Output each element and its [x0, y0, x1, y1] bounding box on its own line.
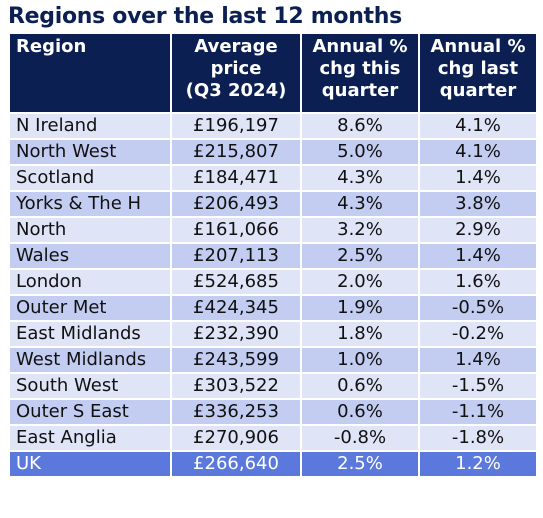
average-price-cell: £303,522: [172, 374, 300, 398]
table-row: Yorks & The H £206,493 4.3% 3.8%: [10, 192, 536, 216]
chg-this-quarter-cell: 4.3%: [302, 192, 418, 216]
average-price-cell: £524,685: [172, 270, 300, 294]
chg-last-quarter-cell: 3.8%: [420, 192, 536, 216]
chg-last-quarter-cell: -1.5%: [420, 374, 536, 398]
table-total-row: UK £266,640 2.5% 1.2%: [10, 452, 536, 476]
chg-last-quarter-cell: -1.8%: [420, 426, 536, 450]
chg-last-quarter-cell: 1.4%: [420, 348, 536, 372]
average-price-cell: £161,066: [172, 218, 300, 242]
chg-this-quarter-cell: 1.8%: [302, 322, 418, 346]
total-chg-this-quarter-cell: 2.5%: [302, 452, 418, 476]
chg-last-quarter-cell: 1.6%: [420, 270, 536, 294]
table-body: N Ireland £196,197 8.6% 4.1% North West £215,…: [10, 114, 536, 476]
average-price-cell: £196,197: [172, 114, 300, 138]
column-header-region: Region: [10, 34, 170, 112]
average-price-cell: £207,113: [172, 244, 300, 268]
average-price-cell: £336,253: [172, 400, 300, 424]
chg-last-quarter-cell: -1.1%: [420, 400, 536, 424]
chg-this-quarter-cell: 2.0%: [302, 270, 418, 294]
average-price-cell: £232,390: [172, 322, 300, 346]
chg-this-quarter-cell: 3.2%: [302, 218, 418, 242]
chg-last-quarter-cell: 4.1%: [420, 114, 536, 138]
chg-last-quarter-cell: 2.9%: [420, 218, 536, 242]
table-row: Outer Met £424,345 1.9% -0.5%: [10, 296, 536, 320]
chg-this-quarter-cell: 0.6%: [302, 374, 418, 398]
chg-this-quarter-cell: 4.3%: [302, 166, 418, 190]
chg-last-quarter-cell: 1.4%: [420, 166, 536, 190]
chg-last-quarter-cell: -0.2%: [420, 322, 536, 346]
table-row: N Ireland £196,197 8.6% 4.1%: [10, 114, 536, 138]
chg-this-quarter-cell: 5.0%: [302, 140, 418, 164]
table-row: London £524,685 2.0% 1.6%: [10, 270, 536, 294]
region-cell: North: [10, 218, 170, 242]
page-title: Regions over the last 12 months: [8, 4, 402, 29]
region-cell: West Midlands: [10, 348, 170, 372]
region-cell: N Ireland: [10, 114, 170, 138]
region-cell: Yorks & The H: [10, 192, 170, 216]
chg-this-quarter-cell: 1.0%: [302, 348, 418, 372]
region-cell: London: [10, 270, 170, 294]
chg-last-quarter-cell: 1.4%: [420, 244, 536, 268]
average-price-cell: £215,807: [172, 140, 300, 164]
region-cell: South West: [10, 374, 170, 398]
chg-last-quarter-cell: 4.1%: [420, 140, 536, 164]
table-row: West Midlands £243,599 1.0% 1.4%: [10, 348, 536, 372]
table-row: South West £303,522 0.6% -1.5%: [10, 374, 536, 398]
table-row: North £161,066 3.2% 2.9%: [10, 218, 536, 242]
chg-this-quarter-cell: 2.5%: [302, 244, 418, 268]
column-header-average-price: Average price (Q3 2024): [172, 34, 300, 112]
average-price-cell: £243,599: [172, 348, 300, 372]
region-cell: East Anglia: [10, 426, 170, 450]
chg-this-quarter-cell: 0.6%: [302, 400, 418, 424]
average-price-cell: £424,345: [172, 296, 300, 320]
region-cell: North West: [10, 140, 170, 164]
table-row: Scotland £184,471 4.3% 1.4%: [10, 166, 536, 190]
chg-last-quarter-cell: -0.5%: [420, 296, 536, 320]
total-chg-last-quarter-cell: 1.2%: [420, 452, 536, 476]
region-cell: Wales: [10, 244, 170, 268]
average-price-cell: £206,493: [172, 192, 300, 216]
column-header-annual-chg-last-quarter: Annual % chg last quarter: [420, 34, 536, 112]
total-average-price-cell: £266,640: [172, 452, 300, 476]
table-row: East Anglia £270,906 -0.8% -1.8%: [10, 426, 536, 450]
region-cell: Scotland: [10, 166, 170, 190]
region-cell: Outer Met: [10, 296, 170, 320]
column-header-annual-chg-this-quarter: Annual % chg this quarter: [302, 34, 418, 112]
region-cell: East Midlands: [10, 322, 170, 346]
chg-this-quarter-cell: 8.6%: [302, 114, 418, 138]
regions-table: Region Average price (Q3 2024) Annual % …: [8, 32, 538, 478]
table-row: Outer S East £336,253 0.6% -1.1%: [10, 400, 536, 424]
total-region-cell: UK: [10, 452, 170, 476]
average-price-cell: £184,471: [172, 166, 300, 190]
chg-this-quarter-cell: 1.9%: [302, 296, 418, 320]
table-row: East Midlands £232,390 1.8% -0.2%: [10, 322, 536, 346]
table-header-row: Region Average price (Q3 2024) Annual % …: [10, 34, 536, 112]
table-row: North West £215,807 5.0% 4.1%: [10, 140, 536, 164]
average-price-cell: £270,906: [172, 426, 300, 450]
region-cell: Outer S East: [10, 400, 170, 424]
table-row: Wales £207,113 2.5% 1.4%: [10, 244, 536, 268]
chg-this-quarter-cell: -0.8%: [302, 426, 418, 450]
